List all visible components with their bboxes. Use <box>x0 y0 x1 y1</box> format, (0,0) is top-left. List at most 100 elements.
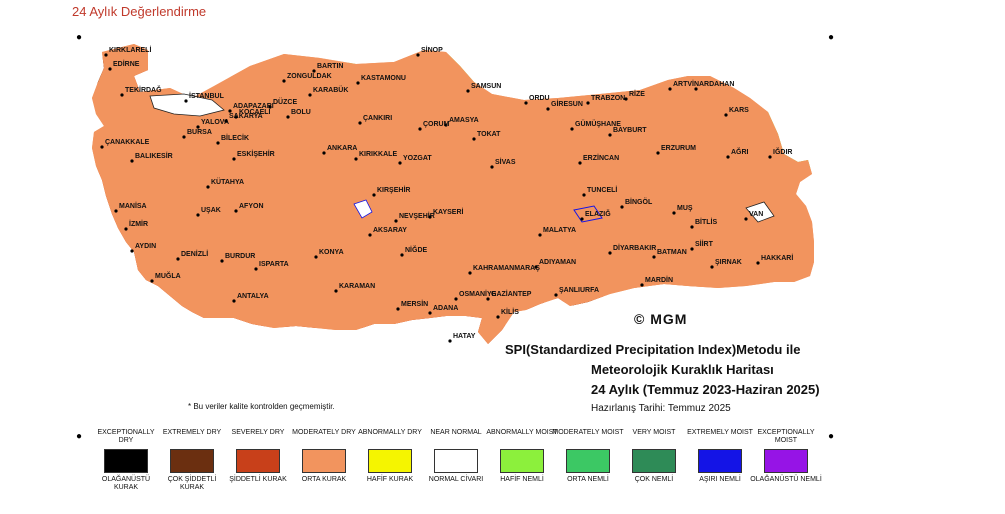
city-dot <box>524 101 528 105</box>
city-dot <box>726 155 730 159</box>
city-dot <box>656 151 660 155</box>
city-label: BARTIN <box>317 63 343 70</box>
city-dot <box>586 101 590 105</box>
city-dot <box>398 161 402 165</box>
city-dot <box>580 217 584 221</box>
city-dot <box>224 119 228 123</box>
legend-swatch <box>434 449 478 473</box>
city-dot <box>582 193 586 197</box>
legend-en-label: EXCEPTIONALLY MOIST <box>757 429 815 444</box>
city-dot <box>314 255 318 259</box>
city-dot <box>196 125 200 129</box>
city-label: KOCAELİ <box>239 108 271 116</box>
city-label: KIRŞEHİR <box>377 186 410 194</box>
city-dot <box>368 233 372 237</box>
city-label: GAZİANTEP <box>491 290 532 298</box>
legend-swatch <box>170 449 214 473</box>
legend-tr-label: OLAĞANÜSTÜ KURAK <box>101 476 151 491</box>
city-dot <box>768 155 772 159</box>
city-label: UŞAK <box>201 207 221 214</box>
city-label: AĞRI <box>731 147 749 156</box>
city-dot <box>104 53 108 57</box>
city-label: DİYARBAKIR <box>613 244 656 252</box>
city-dot <box>232 299 236 303</box>
city-dot <box>428 215 432 219</box>
map-subtitle: Meteorolojik Kuraklık Haritası <box>591 362 774 377</box>
city-dot <box>652 255 656 259</box>
quality-note: * Bu veriler kalite kontrolden geçmemişt… <box>188 402 335 411</box>
city-label: MUŞ <box>677 205 693 212</box>
city-dot <box>396 307 400 311</box>
city-label: BURSA <box>187 129 212 136</box>
city-dot <box>234 115 238 119</box>
legend-swatch <box>302 449 346 473</box>
prepared-date: Hazırlanış Tarihi: Temmuz 2025 <box>591 403 731 414</box>
city-label: BİTLİS <box>695 218 717 226</box>
city-dot <box>196 213 200 217</box>
city-label: DÜZCE <box>273 97 297 106</box>
city-label: HAKKARİ <box>761 254 793 262</box>
legend-tr-label: NORMAL CİVARI <box>428 476 484 483</box>
city-label: ESKİŞEHİR <box>237 150 275 158</box>
city-dot <box>232 157 236 161</box>
city-label: KONYA <box>319 249 344 256</box>
city-label: SİVAS <box>495 158 516 166</box>
legend-item: SEVERELY DRY ŞİDDETLİ KURAK <box>222 429 294 484</box>
legend-tr-label: OLAĞANÜSTÜ NEMLİ <box>750 476 822 483</box>
map-title: SPI(Standardized Precipitation Index)Met… <box>505 342 801 357</box>
city-label: İZMİR <box>129 220 148 228</box>
legend-swatch <box>566 449 610 473</box>
city-dot <box>268 105 272 109</box>
city-dot <box>130 159 134 163</box>
city-label: OSMANİYE <box>459 290 497 298</box>
city-dot <box>372 193 376 197</box>
city-label: ADIYAMAN <box>539 259 576 266</box>
city-label: İSTANBUL <box>189 92 225 100</box>
city-dot <box>220 259 224 263</box>
city-dot <box>744 217 748 221</box>
drought-map: KIRKLARELİ EDİRNE TEKİRDAĞ İSTANBUL ÇANAKKAL… <box>91 43 815 345</box>
city-label: EDİRNE <box>113 60 140 68</box>
legend-item: EXCEPTIONALLY DRY OLAĞANÜSTÜ KURAK <box>90 429 162 492</box>
city-label: NEVŞEHİR <box>399 212 435 220</box>
lake-van <box>745 201 775 223</box>
legend-tr-label: HAFİF KURAK <box>366 476 414 483</box>
city-label: MANİSA <box>119 202 147 210</box>
city-dot <box>216 141 220 145</box>
legend-swatch <box>764 449 808 473</box>
city-label: AYDIN <box>135 243 156 250</box>
city-label: SAKARYA <box>229 113 263 120</box>
city-dot <box>114 209 118 213</box>
city-label: MARDİN <box>645 276 673 284</box>
city-dot <box>690 247 694 251</box>
city-label: GÜMÜŞHANE <box>575 119 621 128</box>
city-dot <box>394 219 398 223</box>
city-label: SAMSUN <box>471 83 501 90</box>
city-dot <box>428 311 432 315</box>
city-dot <box>234 209 238 213</box>
city-label: ANTALYA <box>237 293 269 300</box>
city-label: ÇANKIRI <box>363 115 392 122</box>
map-title-block: SPI(Standardized Precipitation Index)Met… <box>505 342 865 414</box>
city-label: KIRIKKALE <box>359 151 397 158</box>
city-dot <box>466 89 470 93</box>
legend-en-label: MODERATELY MOIST <box>552 429 624 436</box>
legend-en-label: MODERATELY DRY <box>292 429 356 436</box>
legend-item: VERY MOIST ÇOK NEMLİ <box>618 429 690 484</box>
city-label: BAYBURT <box>613 127 647 134</box>
city-label: ADANA <box>433 305 458 312</box>
city-label: KAYSERİ <box>433 208 464 216</box>
lake-keban <box>573 205 603 223</box>
city-label: NİĞDE <box>405 245 428 254</box>
legend-swatch <box>632 449 676 473</box>
city-dot <box>176 257 180 261</box>
legend-tr-label: ÇOK NEMLİ <box>634 476 674 483</box>
city-label: KAHRAMANMARAŞ <box>473 265 540 272</box>
city-dot <box>444 123 448 127</box>
city-label: ÇORUM <box>423 121 450 128</box>
map-period: 24 Aylık (Temmuz 2023-Haziran 2025) <box>591 382 820 397</box>
legend-swatch <box>500 449 544 473</box>
city-dot <box>282 79 286 83</box>
legend-item: MODERATELY DRY ORTA KURAK <box>288 429 360 484</box>
mgm-logo: © MGM <box>634 311 688 327</box>
